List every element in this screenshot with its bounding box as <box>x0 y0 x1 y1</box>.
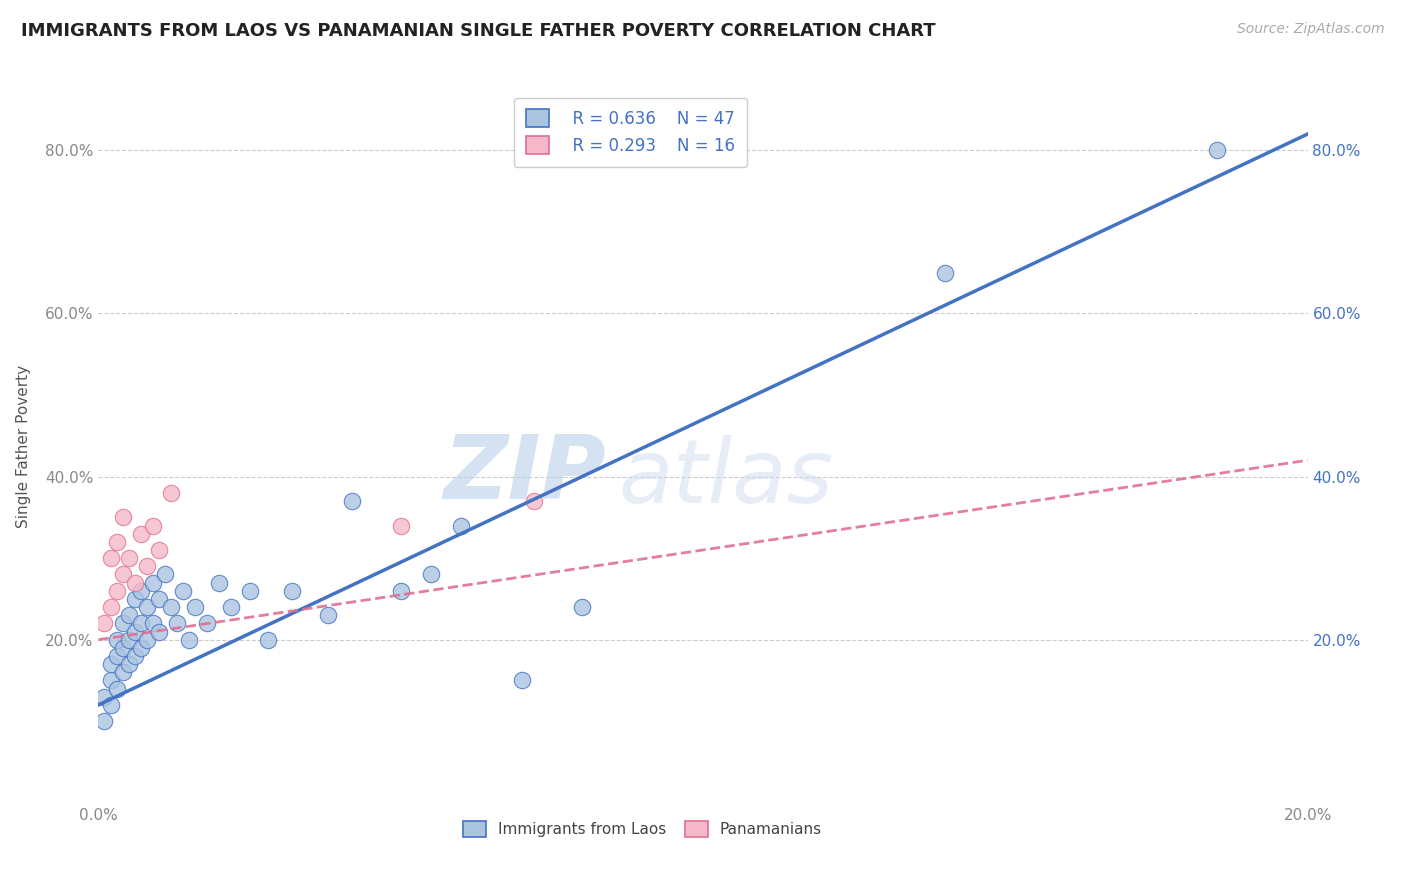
Point <box>111 510 134 524</box>
Point <box>239 583 262 598</box>
Point <box>148 591 170 606</box>
Point <box>105 534 128 549</box>
Point <box>135 600 157 615</box>
Point <box>111 567 134 582</box>
Point <box>105 648 128 663</box>
Point <box>111 616 134 631</box>
Point <box>105 681 128 696</box>
Point <box>100 600 122 615</box>
Point <box>523 494 546 508</box>
Text: atlas: atlas <box>619 435 834 521</box>
Point <box>166 616 188 631</box>
Point <box>129 616 152 631</box>
Point <box>571 600 593 615</box>
Point <box>93 714 115 729</box>
Point <box>111 665 134 680</box>
Point <box>129 583 152 598</box>
Point <box>172 583 194 598</box>
Point <box>124 624 146 639</box>
Point <box>124 648 146 663</box>
Point <box>221 600 243 615</box>
Point <box>111 640 134 655</box>
Text: Source: ZipAtlas.com: Source: ZipAtlas.com <box>1237 22 1385 37</box>
Point <box>118 608 141 623</box>
Point <box>153 567 176 582</box>
Point <box>142 575 165 590</box>
Point <box>135 632 157 647</box>
Text: IMMIGRANTS FROM LAOS VS PANAMANIAN SINGLE FATHER POVERTY CORRELATION CHART: IMMIGRANTS FROM LAOS VS PANAMANIAN SINGL… <box>21 22 936 40</box>
Point <box>148 543 170 558</box>
Point <box>184 600 207 615</box>
Legend: Immigrants from Laos, Panamanians: Immigrants from Laos, Panamanians <box>456 814 830 845</box>
Point <box>1206 144 1229 158</box>
Point <box>100 698 122 712</box>
Point <box>389 583 412 598</box>
Point <box>450 518 472 533</box>
Text: ZIP: ZIP <box>443 431 606 518</box>
Point <box>160 486 183 500</box>
Point <box>208 575 231 590</box>
Point <box>135 559 157 574</box>
Point <box>93 616 115 631</box>
Point <box>124 591 146 606</box>
Point <box>124 575 146 590</box>
Point <box>129 640 152 655</box>
Point <box>420 567 443 582</box>
Point <box>118 551 141 566</box>
Point <box>179 632 201 647</box>
Y-axis label: Single Father Poverty: Single Father Poverty <box>17 365 31 527</box>
Point <box>389 518 412 533</box>
Point <box>100 657 122 672</box>
Point <box>105 632 128 647</box>
Point <box>195 616 218 631</box>
Point <box>142 616 165 631</box>
Point <box>100 551 122 566</box>
Point <box>316 608 339 623</box>
Point <box>510 673 533 688</box>
Point <box>148 624 170 639</box>
Point <box>129 526 152 541</box>
Point <box>160 600 183 615</box>
Point <box>118 657 141 672</box>
Point <box>118 632 141 647</box>
Point <box>142 518 165 533</box>
Point <box>934 266 956 280</box>
Point <box>105 583 128 598</box>
Point <box>256 632 278 647</box>
Point <box>281 583 304 598</box>
Point <box>342 494 364 508</box>
Point <box>100 673 122 688</box>
Point <box>93 690 115 704</box>
